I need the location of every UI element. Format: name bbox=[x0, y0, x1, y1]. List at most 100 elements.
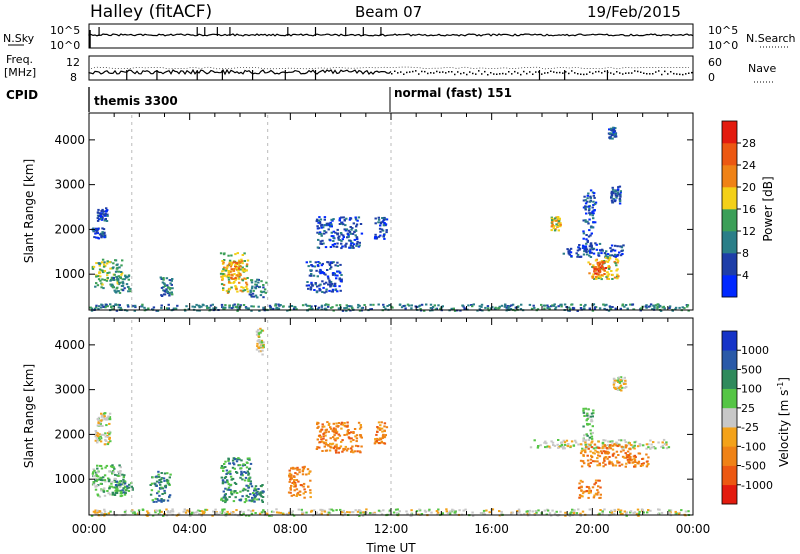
data-cell bbox=[608, 460, 611, 463]
data-cell bbox=[589, 432, 593, 435]
freq-point bbox=[625, 72, 627, 74]
data-cell bbox=[552, 304, 555, 307]
data-cell bbox=[569, 512, 572, 515]
data-cell bbox=[143, 306, 146, 309]
data-cell bbox=[638, 443, 641, 446]
data-cell bbox=[334, 231, 337, 234]
data-cell bbox=[608, 136, 611, 139]
data-cell bbox=[599, 266, 603, 269]
x-tick-label: 00:00 bbox=[72, 522, 107, 536]
data-cell bbox=[612, 126, 615, 129]
data-cell bbox=[318, 262, 321, 265]
data-cell bbox=[92, 471, 95, 474]
y-tick-label: 4000 bbox=[54, 133, 85, 147]
data-cell bbox=[252, 305, 255, 308]
data-cell bbox=[344, 224, 347, 227]
freq-point bbox=[619, 72, 621, 74]
freq-point bbox=[571, 70, 573, 72]
data-cell bbox=[618, 444, 621, 447]
data-cell bbox=[604, 260, 608, 263]
data-cell bbox=[257, 328, 260, 331]
data-cell bbox=[113, 477, 116, 480]
data-cell bbox=[624, 446, 628, 449]
data-cell bbox=[248, 293, 251, 296]
data-cell bbox=[124, 485, 127, 488]
data-cell bbox=[554, 306, 558, 309]
data-cell bbox=[242, 304, 246, 306]
data-cell bbox=[436, 513, 439, 516]
data-cell bbox=[555, 219, 558, 222]
data-cell bbox=[155, 509, 158, 512]
data-cell bbox=[221, 260, 224, 262]
data-cell bbox=[331, 290, 334, 293]
data-cell bbox=[339, 508, 342, 511]
data-cell bbox=[96, 228, 100, 230]
data-cell bbox=[483, 513, 486, 516]
data-cell bbox=[133, 511, 136, 514]
data-cell bbox=[120, 272, 124, 275]
data-cell bbox=[249, 289, 252, 292]
data-cell bbox=[227, 278, 231, 281]
data-cell bbox=[230, 492, 233, 494]
data-cell bbox=[236, 274, 239, 277]
data-cell bbox=[337, 236, 340, 239]
data-cell bbox=[328, 508, 331, 511]
data-cell bbox=[256, 342, 259, 345]
data-cell bbox=[354, 435, 357, 438]
freq-point bbox=[628, 72, 630, 74]
data-cell bbox=[588, 487, 591, 490]
data-cell bbox=[385, 229, 388, 232]
data-cell bbox=[102, 433, 106, 436]
data-cell bbox=[320, 308, 323, 311]
data-cell bbox=[256, 340, 259, 342]
data-cell bbox=[97, 422, 100, 424]
data-cell bbox=[253, 495, 257, 498]
data-cell bbox=[590, 437, 594, 440]
data-cell bbox=[350, 450, 353, 453]
data-cell bbox=[255, 285, 259, 287]
data-cell bbox=[96, 217, 99, 220]
data-cell bbox=[122, 476, 125, 479]
data-cell bbox=[598, 271, 602, 274]
data-cell bbox=[319, 289, 322, 291]
data-cell bbox=[620, 246, 624, 249]
data-cell bbox=[598, 270, 602, 272]
data-cell bbox=[111, 464, 114, 467]
data-cell bbox=[298, 471, 301, 474]
data-cell bbox=[220, 476, 223, 479]
data-cell bbox=[254, 485, 258, 488]
data-cell bbox=[618, 376, 621, 379]
data-cell bbox=[584, 219, 587, 222]
data-cell bbox=[420, 303, 424, 306]
data-cell bbox=[321, 425, 324, 428]
data-cell bbox=[623, 456, 626, 459]
data-cell bbox=[105, 303, 108, 306]
data-cell bbox=[294, 467, 297, 470]
freq-point bbox=[466, 73, 468, 76]
data-cell bbox=[105, 220, 109, 222]
freq-point bbox=[517, 72, 519, 74]
data-cell bbox=[629, 511, 632, 514]
data-cell bbox=[160, 306, 163, 309]
data-cell bbox=[229, 475, 233, 478]
data-cell bbox=[95, 436, 98, 439]
data-cell bbox=[588, 207, 591, 210]
data-cell bbox=[177, 512, 181, 515]
data-cell bbox=[95, 274, 98, 277]
data-cell bbox=[410, 509, 413, 512]
data-cell bbox=[299, 490, 302, 493]
data-cell bbox=[593, 483, 596, 486]
colorbar-swatch bbox=[722, 369, 737, 389]
data-cell bbox=[677, 512, 681, 515]
data-cell bbox=[383, 422, 387, 425]
data-cell bbox=[614, 192, 617, 195]
data-cell bbox=[611, 134, 614, 136]
data-cell bbox=[642, 511, 645, 514]
data-cell bbox=[292, 307, 296, 310]
data-cell bbox=[548, 445, 551, 448]
data-cell bbox=[259, 485, 263, 487]
data-cell bbox=[471, 514, 475, 517]
data-cell bbox=[642, 444, 645, 447]
colorbar-swatch bbox=[722, 388, 737, 409]
colorbar-swatch bbox=[722, 165, 737, 188]
